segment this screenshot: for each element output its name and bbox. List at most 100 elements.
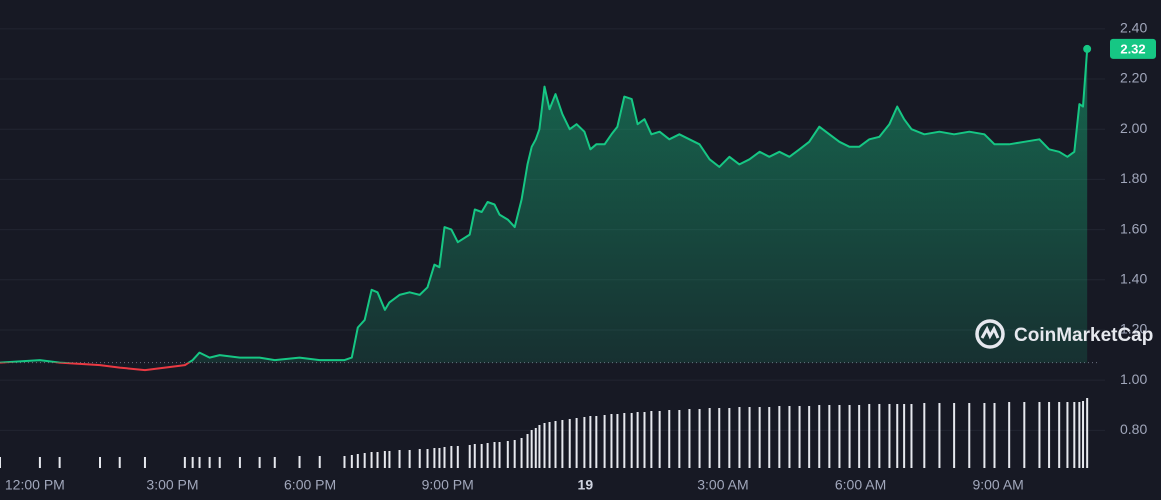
volume-bar [728,408,731,468]
volume-bar [343,456,346,468]
volume-bar [480,444,483,468]
volume-bar [143,457,146,468]
x-tick-label: 3:00 PM [146,477,198,493]
volume-bar [838,405,841,468]
volume-bar [538,425,541,468]
volume-bar [468,445,471,468]
volume-bar [896,404,899,468]
y-tick-label: 0.80 [1120,421,1147,437]
volume-bar [520,438,523,468]
volume-bar [38,457,41,468]
volume-bar [589,416,592,468]
volume-bar [848,405,851,468]
y-tick-label: 1.00 [1120,371,1147,387]
volume-bar [788,406,791,468]
volume-bar [183,457,186,468]
y-tick-label: 1.60 [1120,220,1147,236]
y-tick-label: 2.00 [1120,120,1147,136]
volume-bar [623,413,626,468]
volume-bar [643,412,646,468]
volume-bar [568,419,571,468]
volume-bar [1038,402,1041,468]
volume-bar [698,409,701,468]
volume-bar [575,418,578,468]
volume-bar [658,411,661,468]
volume-bar [433,448,436,468]
x-tick-label: 6:00 PM [284,477,336,493]
volume-bar [318,456,321,468]
volume-bar [208,457,211,468]
volume-bar [668,410,671,468]
volume-bar [910,404,913,468]
volume-bar [99,457,101,468]
volume-bar [688,409,691,468]
volume-bar [583,417,586,468]
volume-bar [828,405,831,468]
volume-bar [356,454,359,468]
volume-bar [118,457,121,468]
volume-bar [498,442,501,468]
volume-bar [1058,402,1061,468]
volume-bar [768,407,771,468]
volume-bar [968,403,971,468]
volume-bar [610,414,613,468]
volume-bar [486,443,489,468]
volume-bar [513,440,516,468]
volume-bar [408,450,411,468]
volume-bar [903,404,906,468]
volume-bar [603,415,606,468]
x-tick-label: 6:00 AM [835,477,886,493]
volume-bar [398,450,401,468]
volume-bar [298,456,301,468]
volume-bar [650,411,653,468]
volume-bar [443,447,446,468]
price-line-up [0,48,1089,363]
volume-bar [370,452,373,468]
volume-bar [456,446,459,468]
x-tick-label: 9:00 PM [422,477,474,493]
watermark: CoinMarketCap [1014,325,1153,346]
volume-bar [738,407,741,468]
volume-bar [450,446,453,468]
volume-bar [878,404,881,468]
plot: 0.80 1.00 1.20 1.40 1.60 1.80 2.00 2.20 2.40 12:0… [0,20,1156,493]
price-tag-label: 2.32 [1120,41,1145,56]
volume-bar [708,408,711,468]
volume-bar [1078,402,1081,468]
area [0,48,1088,363]
x-tick-label: 12:00 PM [5,477,65,493]
volume-bar [418,449,421,468]
volume-bar [983,403,986,468]
volume-bar [526,434,529,468]
y-tick-label: 1.40 [1120,270,1147,286]
volume-bar [238,457,241,468]
volume-bar [58,457,61,468]
volume-bar [858,405,861,468]
volume-bar [1086,398,1089,468]
volume-bar [923,403,926,468]
volume-bar [0,457,1,468]
volume-bar [1066,402,1069,468]
volume-bar [630,413,633,468]
volume-bar [438,448,441,468]
volume-bar [1048,402,1051,468]
volume-bar [191,457,194,468]
volume-bar [718,408,721,468]
volume-bar [678,410,681,468]
volume-bar [953,403,956,468]
volume-bar [493,442,496,468]
volume-bar [616,414,619,468]
volume-bar [388,451,391,468]
volume-bar [473,444,476,468]
volume-bar [534,428,537,468]
y-tick-label: 1.20 [1120,321,1147,337]
volume-bar [530,430,533,468]
volume-bar [993,403,996,468]
price-tag [1110,38,1156,59]
volume-bar [554,421,557,468]
x-tick-label: 19 [578,477,594,493]
volume-bar [273,457,276,468]
volume-bar [636,412,639,468]
volume-bar [595,416,598,468]
